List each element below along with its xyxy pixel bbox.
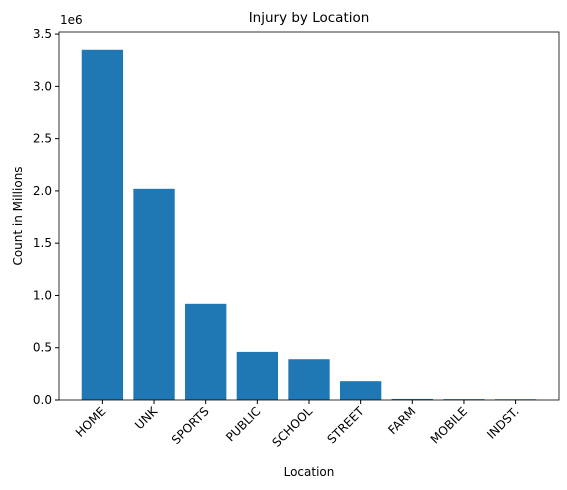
x-tick-label: PUBLIC [223, 404, 263, 444]
y-offset-label: 1e6 [60, 13, 83, 27]
x-tick-label: INDST. [484, 404, 522, 442]
bar [391, 398, 433, 400]
bar [133, 188, 175, 400]
bar [185, 303, 227, 400]
y-tick-label: 1.0 [33, 288, 52, 302]
bar [339, 381, 382, 400]
y-tick-label: 0.0 [33, 393, 52, 407]
plot-frame [58, 31, 560, 401]
y-tick-label: 2.5 [33, 132, 52, 146]
x-tick-label: SPORTS [169, 404, 212, 447]
y-tick-label: 0.5 [33, 341, 52, 355]
x-tick-label: MOBILE [428, 404, 470, 446]
bar [81, 49, 124, 400]
x-tick-label: UNK [132, 403, 161, 432]
x-tick-label: HOME [73, 404, 109, 440]
y-tick-label: 3.0 [33, 79, 52, 93]
bar [236, 351, 279, 400]
x-tick-label: STREET [325, 404, 368, 447]
x-tick-label: SCHOOL [269, 404, 315, 450]
x-tick-label: FARM [385, 404, 418, 437]
y-axis-label: Count in Millions [11, 166, 25, 265]
y-tick-label: 1.5 [33, 236, 52, 250]
chart-title: Injury by Location [249, 10, 370, 26]
x-axis-label: Location [284, 465, 335, 479]
bar [443, 399, 485, 400]
bar [288, 359, 330, 400]
y-tick-label: 2.0 [33, 184, 52, 198]
y-tick-label: 3.5 [33, 27, 52, 41]
